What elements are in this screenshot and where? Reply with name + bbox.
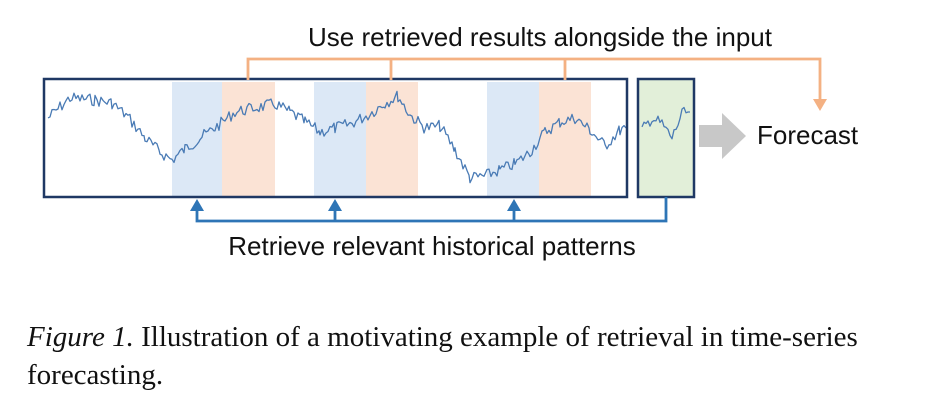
retrieved-value-region-2 <box>366 82 418 196</box>
top-connector <box>246 57 822 100</box>
retrieved-key-region-2 <box>314 82 366 196</box>
figure-caption: Figure 1. Illustration of a motivating e… <box>27 318 907 394</box>
input-series-line <box>641 106 690 140</box>
history-series-line <box>47 90 627 184</box>
history-frame <box>42 77 629 199</box>
bottom-label: Retrieve relevant historical patterns <box>228 231 636 261</box>
top-label: Use retrieved results alongside the inpu… <box>308 22 773 52</box>
retrieved-key-region-1 <box>172 82 222 196</box>
retrieval-diagram: Use retrieved results alongside the inpu… <box>42 22 859 261</box>
retrieved-value-region-3 <box>539 82 591 196</box>
retrieved-key-region-3 <box>487 82 539 196</box>
bottom-arrowhead-1 <box>190 199 204 211</box>
forecast-arrow <box>699 113 746 159</box>
retrieved-value-region-1 <box>222 82 275 196</box>
input-window-fill <box>639 80 693 197</box>
figure-number: Figure 1. <box>27 321 134 353</box>
caption-text: Illustration of a motivating example of … <box>27 321 858 391</box>
bottom-connector <box>195 197 668 223</box>
bottom-arrowhead-3 <box>507 199 521 211</box>
top-connector-arrowhead <box>813 99 827 111</box>
bottom-arrowhead-2 <box>328 199 342 211</box>
forecast-label: Forecast <box>757 120 859 150</box>
